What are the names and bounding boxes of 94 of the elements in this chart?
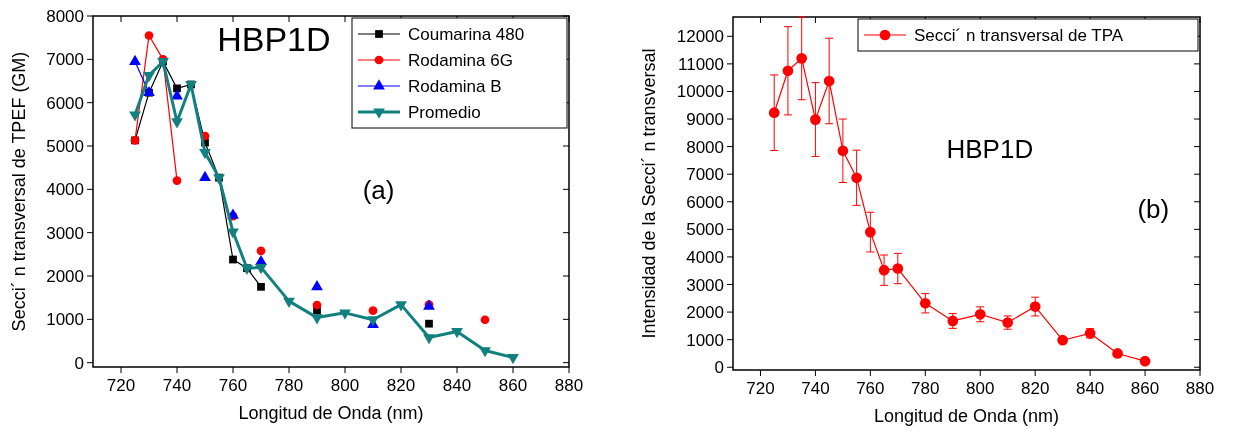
x-tick-label: 860 bbox=[498, 376, 528, 395]
point bbox=[199, 149, 211, 160]
x-tick-label: 840 bbox=[1075, 379, 1105, 398]
point bbox=[782, 65, 794, 77]
y-tick-label: 4000 bbox=[46, 180, 84, 200]
point bbox=[172, 176, 182, 186]
x-tick-label: 740 bbox=[801, 379, 830, 398]
y-tick-label: 12000 bbox=[676, 27, 724, 47]
point bbox=[144, 31, 154, 40]
point bbox=[339, 309, 351, 320]
y-tick-label: 6000 bbox=[46, 93, 84, 113]
x-tick-label: 720 bbox=[746, 379, 775, 398]
point bbox=[368, 306, 378, 316]
legend-label: Secci´ n transversal de TPA bbox=[914, 26, 1124, 45]
point bbox=[255, 263, 267, 275]
y-tick-label: 2000 bbox=[686, 303, 724, 323]
x-tick-label: 800 bbox=[330, 376, 360, 395]
y-axis-title: Intensidad de la Secci´ n transversal bbox=[639, 48, 659, 339]
point bbox=[810, 114, 821, 125]
point bbox=[425, 319, 433, 328]
point bbox=[312, 300, 322, 310]
y-tick-label: 1000 bbox=[46, 310, 84, 330]
point bbox=[143, 71, 155, 83]
legend-label: Rodamina 6G bbox=[408, 51, 513, 70]
x-tick-label: 880 bbox=[554, 376, 584, 395]
y-tick-label: 8000 bbox=[46, 7, 84, 26]
y-tick-label: 0 bbox=[74, 353, 84, 373]
x-tick-label: 780 bbox=[911, 379, 940, 398]
legend-label: Promedio bbox=[408, 103, 481, 122]
annotation: HBP1D bbox=[217, 20, 331, 59]
y-tick-label: 3000 bbox=[46, 223, 84, 243]
point bbox=[229, 255, 237, 264]
point bbox=[129, 111, 141, 122]
x-axis-title: Longitud de Onda (nm) bbox=[873, 406, 1060, 426]
x-tick-label: 780 bbox=[274, 376, 304, 395]
x-tick-label: 820 bbox=[1020, 379, 1050, 398]
point bbox=[1139, 355, 1151, 367]
y-tick-label: 6000 bbox=[686, 192, 724, 212]
point bbox=[256, 246, 266, 256]
point bbox=[1029, 301, 1041, 312]
point bbox=[507, 354, 519, 365]
x-tick-label: 820 bbox=[386, 376, 416, 395]
point bbox=[311, 314, 323, 325]
annotation: (b) bbox=[1137, 194, 1170, 225]
point bbox=[878, 264, 890, 276]
point bbox=[919, 297, 931, 309]
point bbox=[796, 53, 808, 64]
point bbox=[479, 347, 491, 358]
point bbox=[851, 172, 862, 184]
y-tick-label: 5000 bbox=[46, 137, 84, 156]
y-tick-label: 4000 bbox=[686, 247, 724, 267]
y-axis-title: Secci´ n transversal de TPEF (GM) bbox=[9, 51, 29, 332]
point bbox=[768, 107, 780, 119]
legend-label: Rodamina B bbox=[408, 77, 502, 96]
x-tick-label: 760 bbox=[218, 376, 248, 395]
point bbox=[283, 297, 295, 308]
x-tick-label: 860 bbox=[1130, 379, 1160, 398]
point bbox=[227, 228, 239, 239]
point bbox=[199, 170, 211, 182]
point bbox=[171, 89, 183, 100]
point bbox=[1112, 348, 1123, 359]
x-tick-label: 800 bbox=[966, 379, 995, 398]
y-tick-label: 5000 bbox=[686, 220, 724, 240]
point bbox=[395, 301, 407, 312]
x-tick-label: 840 bbox=[442, 376, 472, 395]
x-tick-label: 880 bbox=[1185, 379, 1215, 398]
y-tick-label: 7000 bbox=[686, 165, 724, 185]
y-tick-label: 8000 bbox=[686, 137, 724, 157]
point bbox=[837, 145, 849, 157]
x-tick-label: 760 bbox=[856, 379, 885, 398]
x-tick-label: 720 bbox=[106, 376, 136, 395]
point bbox=[171, 118, 183, 129]
legend-label: Coumarina 480 bbox=[408, 25, 525, 44]
x-tick-label: 740 bbox=[162, 376, 192, 395]
y-tick-label: 1000 bbox=[686, 330, 724, 350]
y-tick-label: 9000 bbox=[686, 110, 724, 130]
point bbox=[257, 282, 265, 291]
point bbox=[480, 315, 490, 325]
y-tick-label: 7000 bbox=[46, 50, 84, 70]
point bbox=[173, 84, 181, 93]
point bbox=[423, 334, 435, 345]
point bbox=[451, 328, 463, 339]
annotation: HBP1D bbox=[946, 134, 1034, 165]
y-tick-label: 0 bbox=[714, 358, 724, 378]
x-axis-title: Longitud de Onda (nm) bbox=[238, 403, 424, 423]
annotation: (a) bbox=[362, 174, 395, 205]
point bbox=[865, 226, 876, 238]
point bbox=[129, 54, 141, 65]
y-tick-label: 3000 bbox=[686, 275, 724, 295]
point bbox=[823, 75, 835, 87]
y-tick-label: 2000 bbox=[46, 267, 84, 286]
point bbox=[892, 263, 904, 274]
y-tick-label: 10000 bbox=[676, 82, 724, 102]
y-tick-label: 11000 bbox=[677, 54, 724, 74]
